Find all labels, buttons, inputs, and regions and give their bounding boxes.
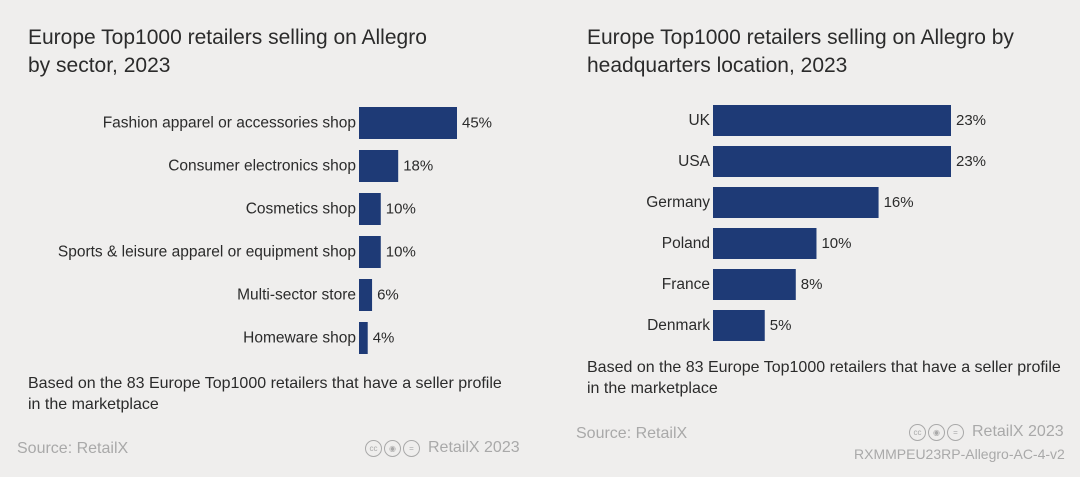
bar [359,279,373,311]
chart-note: Based on the 83 Europe Top1000 retailers… [587,359,1061,397]
category-label: UK [688,112,710,129]
license-icons: cc ◉ = [909,423,964,441]
value-label: 6% [377,287,399,304]
value-label: 10% [386,244,416,261]
category-label: Germany [646,194,710,211]
category-label: USA [678,153,711,170]
no-derivatives-icon: = [403,439,420,457]
no-derivatives-icon: = [947,423,964,441]
sector-bar-chart: Fashion apparel or accessories shop 45% Co… [58,107,492,354]
creative-commons-icon: cc [909,423,926,441]
bar [713,146,951,177]
value-label: 5% [770,317,792,334]
category-label: Denmark [647,317,710,334]
copyright-text: RetailX 2023 [972,423,1064,440]
value-label: 23% [956,112,986,129]
value-label: 45% [462,115,492,132]
chart-note: Based on the 83 Europe Top1000 retailers… [28,375,502,413]
copyright: cc ◉ = RetailX 2023 [909,423,1064,441]
bar [359,107,457,139]
hq-location-bar-chart: UK 23% USA 23% Germany 16% Poland 10% France 8% De… [646,105,986,341]
creative-commons-icon: cc [365,439,382,457]
source-label: Source: RetailX [576,425,688,442]
value-label: 10% [386,201,416,218]
value-label: 10% [821,235,851,252]
license-icons: cc ◉ = [365,439,420,457]
bar [713,105,951,136]
attribution-icon: ◉ [928,423,945,441]
source-label: Source: RetailX [17,440,129,457]
category-label: Consumer electronics shop [168,158,356,175]
category-label: France [662,276,710,293]
copyright: cc ◉ = RetailX 2023 [365,439,520,457]
bar [713,187,879,218]
bar [359,150,399,182]
category-label: Homeware shop [243,330,356,347]
bar [713,269,796,300]
bar [359,193,381,225]
value-label: 4% [373,330,395,347]
category-label: Cosmetics shop [246,201,356,218]
category-label: Fashion apparel or accessories shop [103,115,356,132]
copyright-text: RetailX 2023 [428,439,520,456]
sector-panel: Europe Top1000 retailers selling on Alle… [17,26,520,457]
bar [713,310,765,341]
chart-title: Europe Top1000 retailers selling on Alle… [28,26,427,77]
bar [359,236,381,268]
value-label: 16% [884,194,914,211]
hq-location-panel: Europe Top1000 retailers selling on Alle… [540,0,1080,477]
category-label: Multi-sector store [237,287,356,304]
bar [359,322,368,354]
chart-title: Europe Top1000 retailers selling on Alle… [587,26,1014,77]
document-id: RXMMPEU23RP-Allegro-AC-4-v2 [854,446,1065,462]
attribution-icon: ◉ [384,439,401,457]
bar [713,228,817,259]
category-label: Poland [662,235,710,252]
value-label: 18% [403,158,433,175]
value-label: 23% [956,153,986,170]
category-label: Sports & leisure apparel or equipment sh… [58,244,356,261]
value-label: 8% [801,276,823,293]
